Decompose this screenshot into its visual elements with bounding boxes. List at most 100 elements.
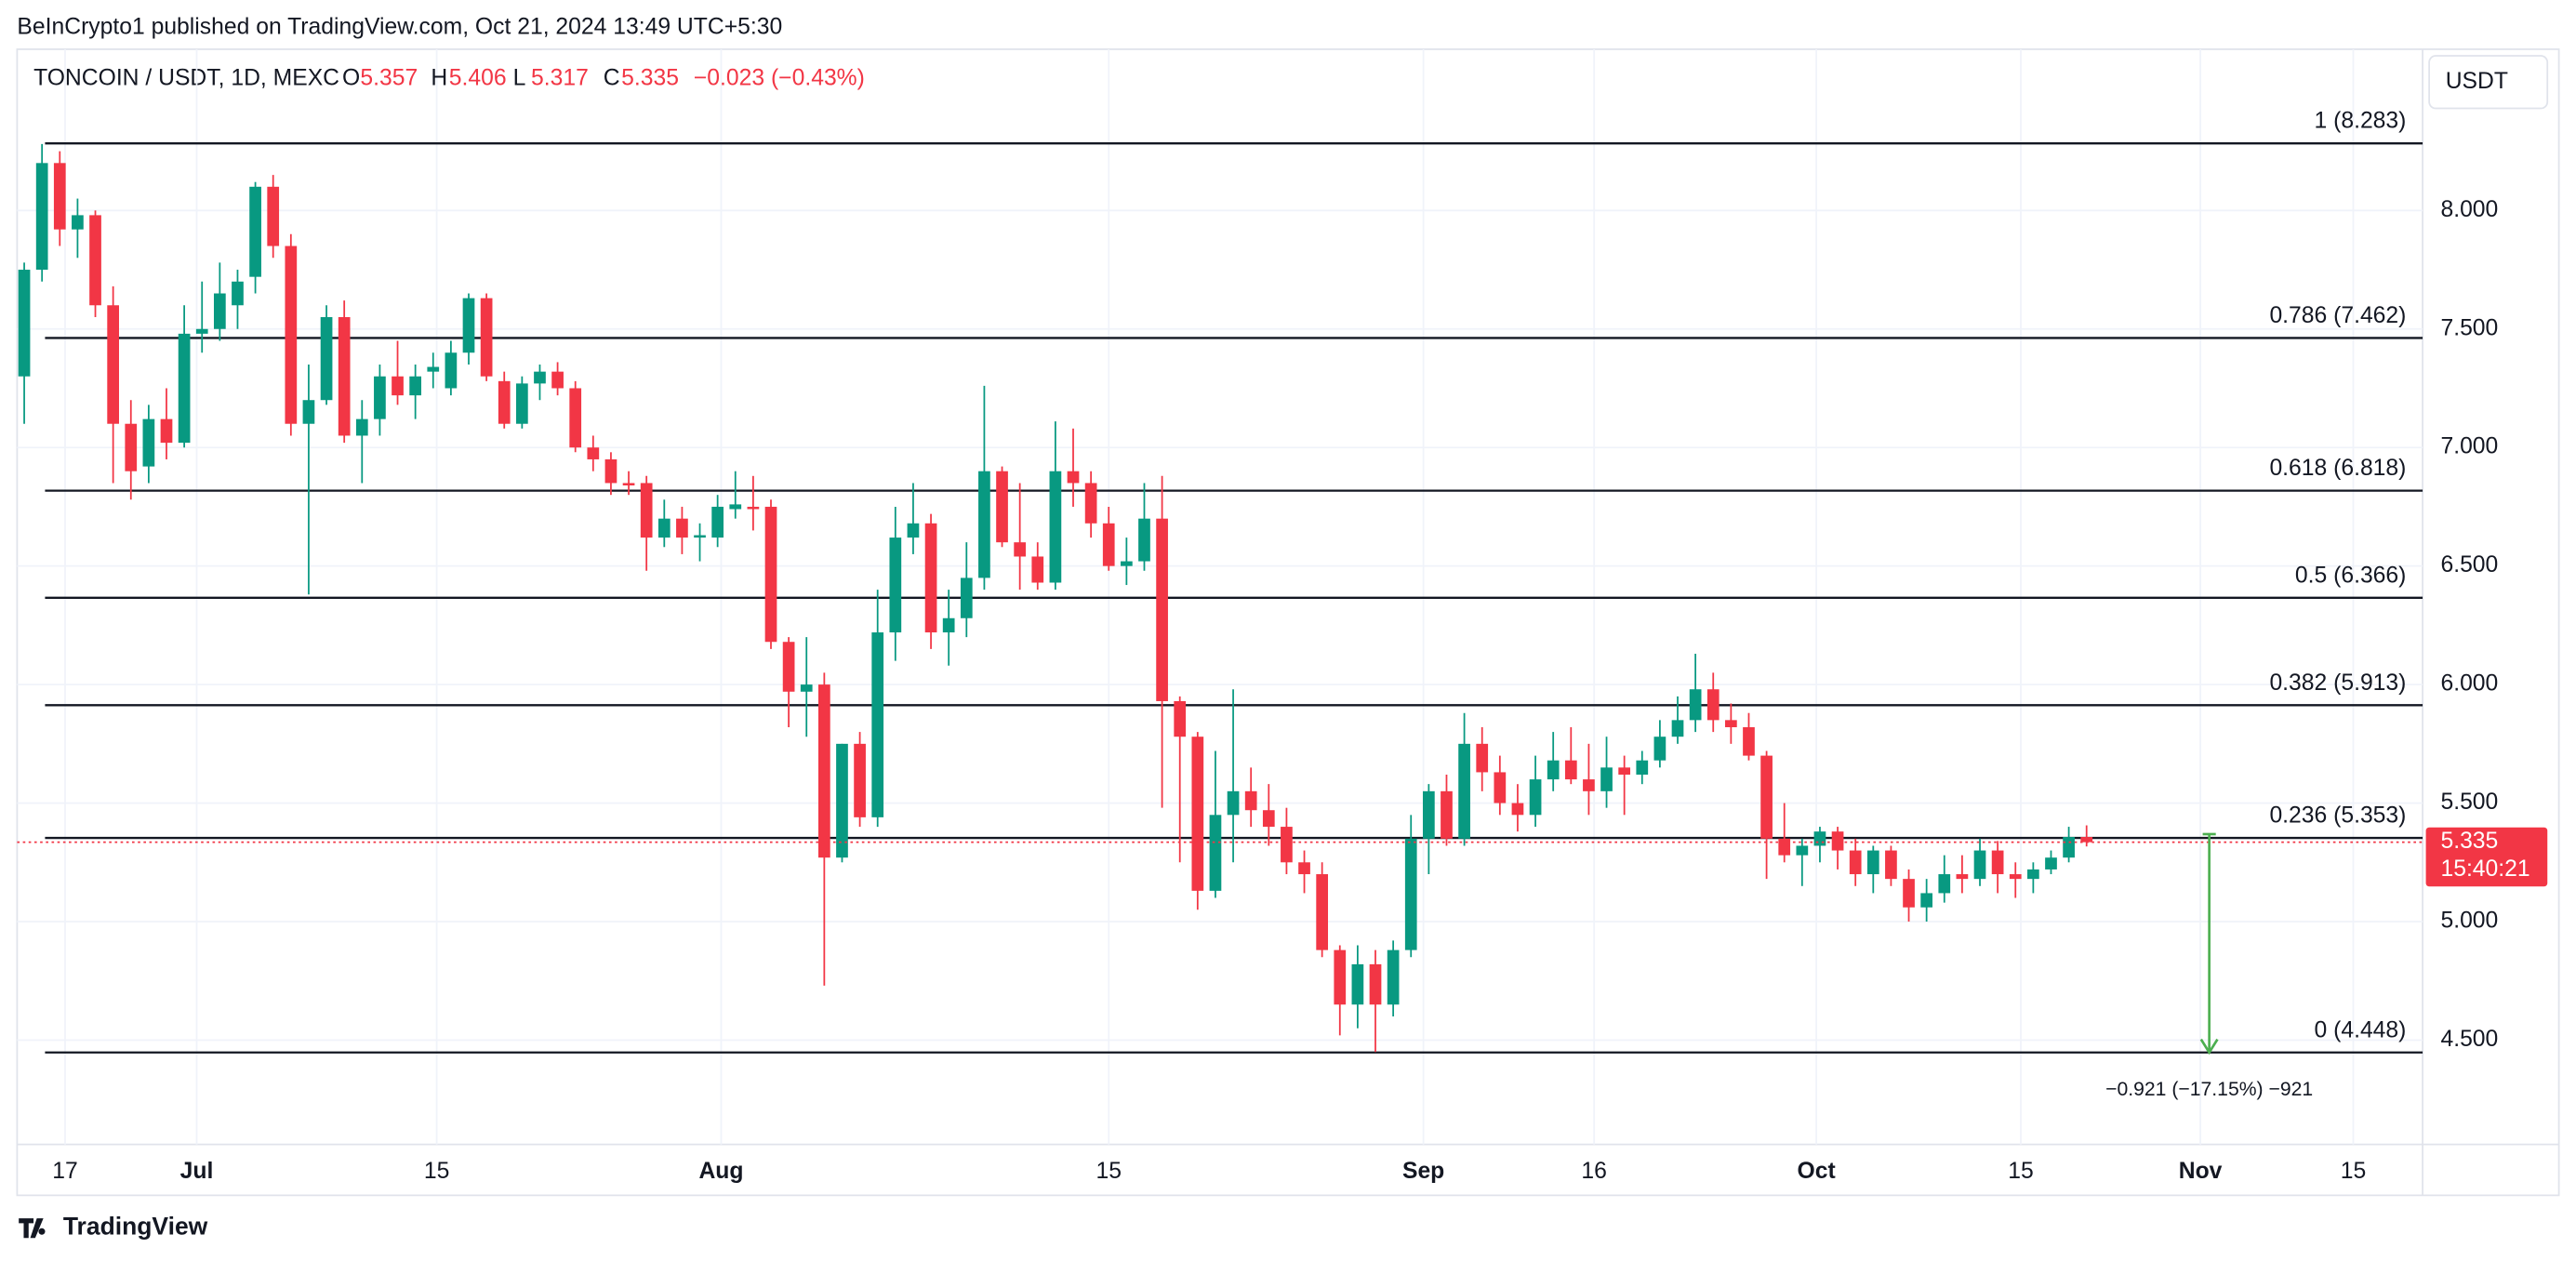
candle-body [195, 328, 208, 334]
candle-body [534, 371, 546, 384]
candle-body [587, 447, 600, 459]
candle-body [1084, 483, 1097, 524]
candle-body [1102, 523, 1115, 566]
candle-body [1583, 779, 1595, 791]
candle-body [1458, 743, 1470, 839]
candle-body [1067, 471, 1080, 484]
candle-body [1564, 760, 1577, 780]
candle-body [1262, 810, 1275, 828]
candle-body [1191, 737, 1204, 891]
price-label: 5.335 [2440, 829, 2498, 854]
candle-body [1938, 874, 1951, 894]
candle-body [729, 504, 742, 510]
price-label-box [2425, 827, 2548, 887]
legend-key: L [513, 65, 526, 90]
candle-body [320, 317, 333, 401]
fib-label: 0.236 (5.353) [2269, 803, 2406, 829]
change: −0.023 (−0.43%) [694, 65, 865, 90]
candle-body [107, 305, 119, 424]
candle-body [1441, 790, 1453, 839]
candle-body [1511, 803, 1524, 816]
legend-key: O [342, 65, 360, 90]
candle-body [1706, 689, 1720, 721]
x-tick-label: 15 [424, 1159, 449, 1184]
candle-body [747, 506, 760, 510]
candle-body [711, 506, 724, 538]
candle-body [782, 642, 795, 692]
candle-body [392, 376, 404, 396]
candle-body [854, 743, 866, 817]
y-tick-label: 7.000 [2440, 434, 2498, 459]
candle-body [1316, 874, 1329, 950]
candle-body [2063, 837, 2075, 858]
candle-body [1743, 727, 1755, 756]
candle-body [338, 317, 351, 436]
x-tick-label: 15 [2008, 1159, 2033, 1184]
candle-body [355, 418, 368, 436]
candle-body [1725, 720, 1737, 728]
candle-body [53, 163, 66, 230]
candle-body [462, 298, 475, 353]
candle-body [1956, 874, 1969, 880]
candle-body [1369, 963, 1382, 1005]
candle-body [285, 246, 298, 424]
candle-body [942, 617, 955, 633]
x-tick-label: 17 [52, 1159, 77, 1184]
candle-body [480, 298, 493, 377]
candle-body [569, 388, 582, 448]
candle-body [996, 471, 1008, 543]
candle-body [604, 458, 617, 484]
candle-body [1760, 755, 1773, 839]
candle-body [657, 518, 671, 538]
currency-label[interactable]: USDT [2446, 69, 2508, 94]
candle-body [267, 186, 280, 246]
candle-body [1121, 561, 1133, 566]
candle-body [960, 577, 973, 618]
candle-body [1671, 720, 1684, 737]
candle-body [125, 423, 138, 471]
fib-label: 0.618 (6.818) [2269, 456, 2406, 481]
x-tick-label: 16 [1581, 1159, 1606, 1184]
candle-body [427, 366, 440, 372]
candle-body [1529, 779, 1542, 816]
candle-body [1227, 790, 1240, 816]
candle-body [817, 684, 830, 858]
candle-body [1636, 760, 1649, 775]
candle-body [35, 163, 48, 271]
candle-body [1866, 850, 1879, 875]
x-tick-label: Oct [1798, 1159, 1836, 1184]
candle-body [1991, 850, 2004, 875]
candle-body [232, 281, 244, 306]
candle-body [302, 400, 315, 424]
x-tick-label: Jul [180, 1159, 214, 1184]
candle-body [213, 293, 226, 329]
candle-body [498, 380, 511, 424]
legend-value: 5.317 [531, 65, 589, 90]
candle-body [924, 523, 937, 633]
currency-button[interactable] [2428, 55, 2549, 110]
brand: TradingView [63, 1213, 208, 1241]
y-tick-label: 7.500 [2440, 315, 2498, 340]
candle-body [1281, 827, 1293, 863]
x-tick-label: 15 [2341, 1159, 2366, 1184]
candle-body [1849, 850, 1862, 875]
candle-body [640, 483, 653, 538]
candle-body [1049, 471, 1062, 583]
y-tick-label: 6.000 [2440, 671, 2498, 697]
candle-body [1404, 838, 1417, 950]
candles [18, 143, 2093, 1053]
candle-body [551, 371, 564, 389]
candle-body [871, 632, 884, 817]
candle-body [409, 376, 422, 396]
logo-mark [19, 1218, 46, 1239]
fib-label: 0.786 (7.462) [2269, 303, 2406, 328]
candle-body [1244, 790, 1257, 811]
countdown: 15:40:21 [2440, 856, 2530, 882]
candle-body [1334, 949, 1347, 1005]
candle-body [1476, 743, 1489, 773]
candle-body [1351, 963, 1364, 1005]
candle-body [374, 376, 386, 419]
y-tick-label: 6.500 [2440, 552, 2498, 577]
